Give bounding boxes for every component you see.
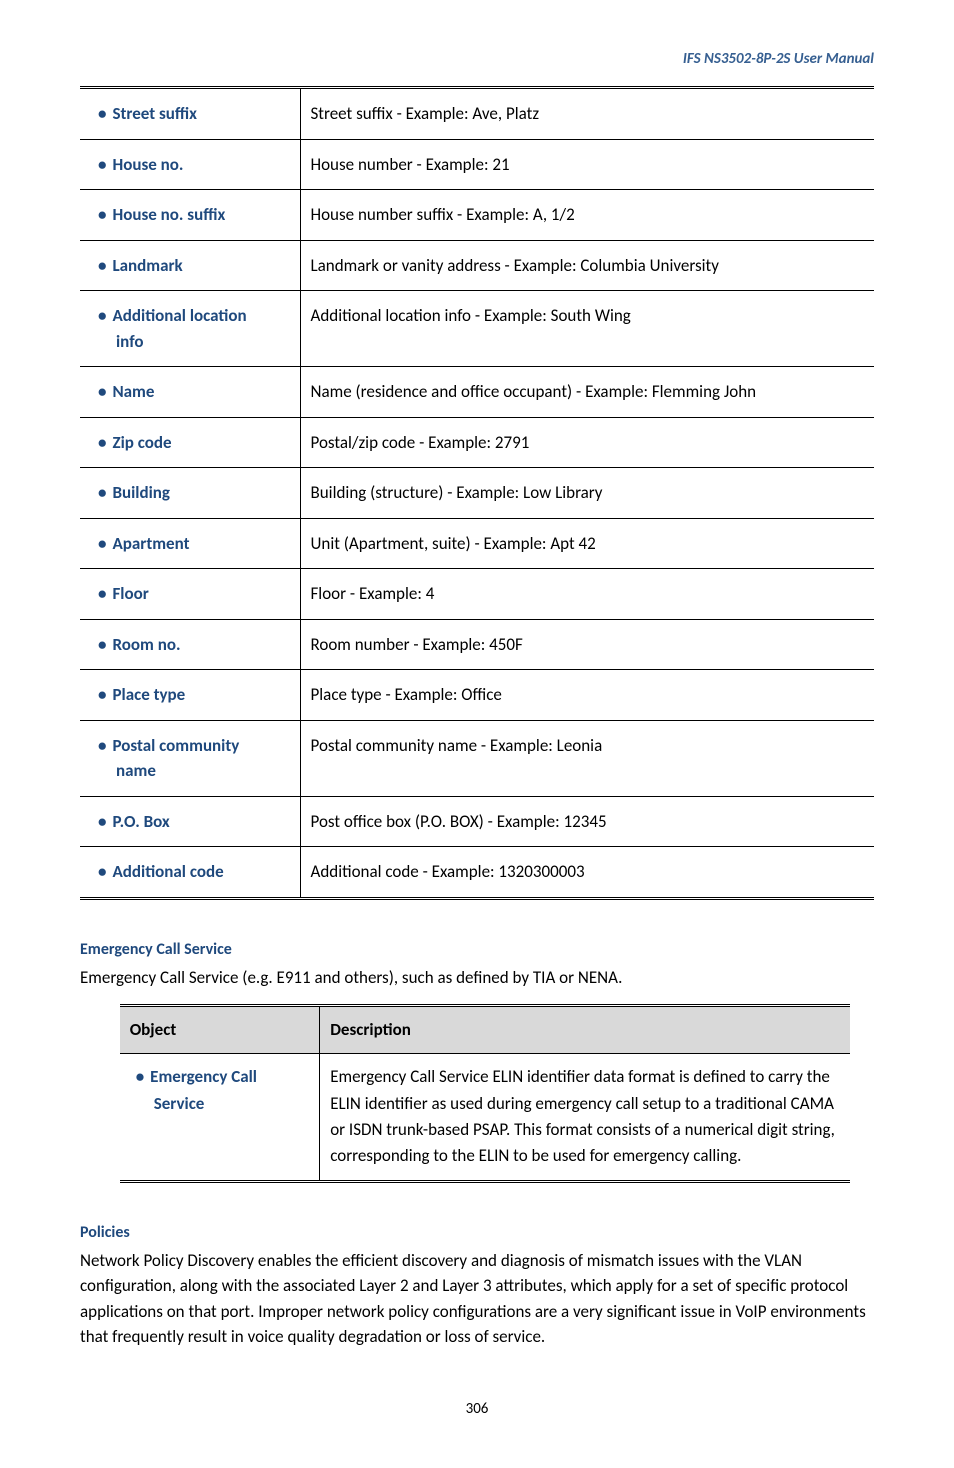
page-number: 306: [80, 1400, 874, 1418]
field-key-text: Building: [112, 482, 169, 503]
field-key-cell: • Zip code: [80, 417, 300, 468]
field-key-cell: • Floor: [80, 569, 300, 620]
emergency-intro: Emergency Call Service (e.g. E911 and ot…: [80, 965, 874, 991]
field-key-text: House no.: [112, 154, 183, 175]
field-key-text: P.O. Box: [112, 811, 169, 832]
bullet-icon: •: [98, 733, 106, 759]
table-row: • Additional location info Additional locat…: [80, 291, 874, 367]
th-object: Object: [120, 1006, 320, 1054]
table-row: • P.O. Box Post office box (P.O. BOX) - Ex…: [80, 796, 874, 847]
field-key-text-line2: info: [98, 329, 290, 355]
field-key-text: Zip code: [112, 432, 171, 453]
field-value-cell: Additional location info - Example: Sout…: [300, 291, 874, 367]
field-key-cell: • Additional code: [80, 847, 300, 899]
field-value-cell: Room number - Example: 450F: [300, 619, 874, 670]
table-row: • Floor Floor - Example: 4: [80, 569, 874, 620]
policies-heading: Policies: [80, 1223, 874, 1242]
bullet-icon: •: [98, 202, 106, 228]
field-value-cell: Building (structure) - Example: Low Libr…: [300, 468, 874, 519]
table-row: • Building Building (structure) - Example:…: [80, 468, 874, 519]
bullet-icon: •: [98, 581, 106, 607]
field-value-cell: Landmark or vanity address - Example: Co…: [300, 240, 874, 291]
field-value-cell: Additional code - Example: 1320300003: [300, 847, 874, 899]
field-key-text: Floor: [112, 583, 148, 604]
field-key-text: Additional location: [112, 305, 246, 326]
field-value-cell: Name (residence and office occupant) - E…: [300, 367, 874, 418]
policies-body: Network Policy Discovery enables the eff…: [80, 1248, 874, 1350]
bullet-icon: •: [98, 531, 106, 557]
emergency-obj-line1: Emergency Call: [150, 1066, 257, 1087]
bullet-icon: •: [98, 430, 106, 456]
field-value-cell: Post office box (P.O. BOX) - Example: 12…: [300, 796, 874, 847]
bullet-icon: •: [98, 152, 106, 178]
emergency-table: Object Description • Emergency Call Servi…: [120, 1004, 850, 1183]
field-key-text: Landmark: [112, 255, 182, 276]
table-row: • Additional code Additional code - Exampl…: [80, 847, 874, 899]
field-value-cell: House number - Example: 21: [300, 139, 874, 190]
field-key-cell: • Name: [80, 367, 300, 418]
field-key-cell: • House no.: [80, 139, 300, 190]
field-key-cell: • Building: [80, 468, 300, 519]
bullet-icon: •: [98, 859, 106, 885]
field-key-text: Postal community: [112, 735, 239, 756]
table-row: • Street suffix Street suffix - Example: A…: [80, 88, 874, 140]
table-row: • Postal communityname Postal community na…: [80, 720, 874, 796]
field-value-cell: Postal community name - Example: Leonia: [300, 720, 874, 796]
field-value-cell: Floor - Example: 4: [300, 569, 874, 620]
field-value-cell: Postal/zip code - Example: 2791: [300, 417, 874, 468]
bullet-icon: •: [98, 632, 106, 658]
emergency-desc-cell: Emergency Call Service ELIN identifier d…: [320, 1054, 850, 1181]
field-key-text: Room no.: [112, 634, 180, 655]
bullet-icon: •: [136, 1064, 144, 1090]
table-row: • Apartment Unit (Apartment, suite) - Exam…: [80, 518, 874, 569]
field-key-text: Place type: [112, 684, 185, 705]
field-value-cell: Street suffix - Example: Ave, Platz: [300, 88, 874, 140]
table-row: • Name Name (residence and office occupant…: [80, 367, 874, 418]
field-key-cell: • Landmark: [80, 240, 300, 291]
bullet-icon: •: [98, 303, 106, 329]
field-key-cell: • P.O. Box: [80, 796, 300, 847]
field-key-cell: • Postal communityname: [80, 720, 300, 796]
page-header-product: IFS NS3502-8P-2S User Manual: [80, 50, 874, 68]
location-fields-table: • Street suffix Street suffix - Example: A…: [80, 86, 874, 900]
bullet-icon: •: [98, 253, 106, 279]
bullet-icon: •: [98, 101, 106, 127]
emergency-obj-line2: Service: [136, 1091, 310, 1117]
bullet-icon: •: [98, 379, 106, 405]
table-row: • Emergency Call Service Emergency Call S…: [120, 1054, 850, 1181]
field-key-cell: • Apartment: [80, 518, 300, 569]
field-value-cell: Unit (Apartment, suite) - Example: Apt 4…: [300, 518, 874, 569]
field-key-text: Apartment: [112, 533, 189, 554]
field-key-cell: • Street suffix: [80, 88, 300, 140]
table-row: • Room no. Room number - Example: 450F: [80, 619, 874, 670]
field-value-cell: Place type - Example: Office: [300, 670, 874, 721]
field-key-text: Name: [112, 381, 154, 402]
field-key-text: House no. suffix: [112, 204, 225, 225]
field-key-text: Additional code: [112, 861, 223, 882]
field-value-cell: House number suffix - Example: A, 1/2: [300, 190, 874, 241]
table-header-row: Object Description: [120, 1006, 850, 1054]
th-description: Description: [320, 1006, 850, 1054]
field-key-text-line2: name: [98, 758, 290, 784]
table-row: • Zip code Postal/zip code - Example: 2791: [80, 417, 874, 468]
emergency-object-cell: • Emergency Call Service: [120, 1054, 320, 1181]
bullet-icon: •: [98, 809, 106, 835]
table-row: • Landmark Landmark or vanity address - Ex…: [80, 240, 874, 291]
bullet-icon: •: [98, 480, 106, 506]
field-key-cell: • Room no.: [80, 619, 300, 670]
table-row: • House no. suffix House number suffix - E…: [80, 190, 874, 241]
field-key-cell: • Additional location info: [80, 291, 300, 367]
field-key-cell: • Place type: [80, 670, 300, 721]
table-row: • House no. House number - Example: 21: [80, 139, 874, 190]
bullet-icon: •: [98, 682, 106, 708]
table-row: • Place type Place type - Example: Office: [80, 670, 874, 721]
field-key-cell: • House no. suffix: [80, 190, 300, 241]
emergency-heading: Emergency Call Service: [80, 940, 874, 959]
field-key-text: Street suffix: [112, 103, 197, 124]
